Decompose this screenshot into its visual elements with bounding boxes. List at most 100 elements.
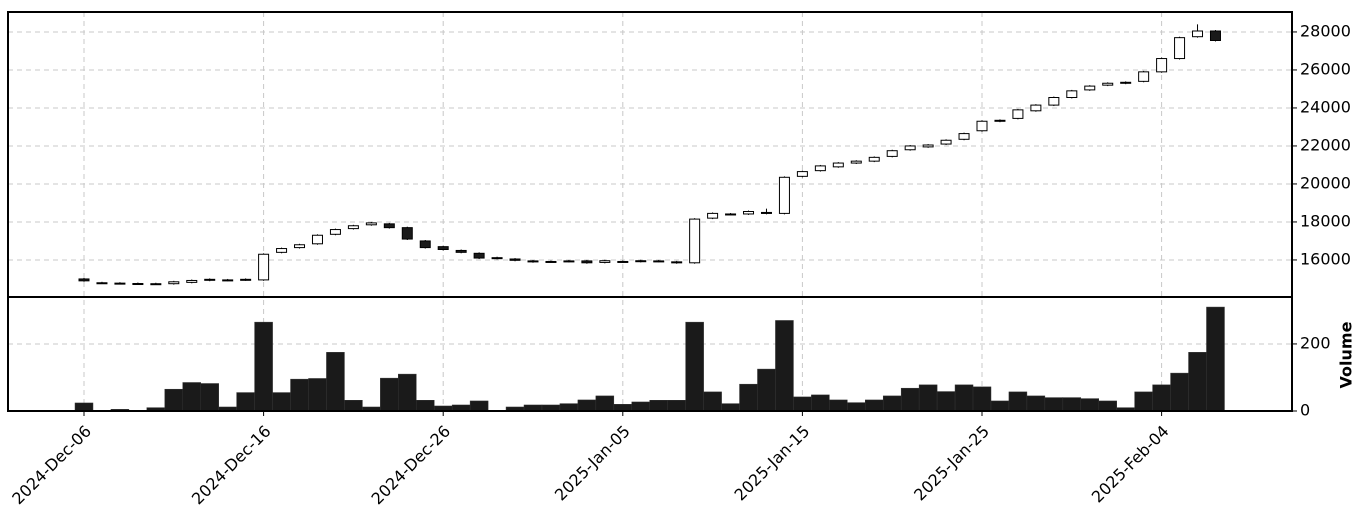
candle-body bbox=[940, 139, 952, 145]
candle-body bbox=[599, 260, 611, 263]
candle-body bbox=[976, 120, 988, 132]
candle-body bbox=[276, 248, 288, 253]
volume-bar bbox=[398, 373, 417, 412]
volume-bar bbox=[667, 400, 686, 412]
candle-body bbox=[994, 119, 1006, 122]
volume-bar bbox=[811, 394, 830, 412]
grid bbox=[8, 12, 1292, 412]
candle-body bbox=[132, 283, 144, 286]
candle-body bbox=[78, 278, 90, 282]
volume-bar bbox=[164, 388, 184, 412]
candle-body bbox=[258, 253, 270, 281]
candle-body bbox=[1066, 90, 1078, 98]
candle-body bbox=[725, 213, 737, 216]
candle-body bbox=[922, 144, 934, 148]
candle-body bbox=[707, 212, 719, 219]
volume-bar bbox=[595, 395, 615, 412]
volume-bar bbox=[308, 378, 327, 412]
volume-bar bbox=[990, 400, 1010, 412]
candle-body bbox=[491, 257, 503, 260]
candle-body bbox=[958, 133, 970, 140]
volume-bar bbox=[757, 368, 776, 412]
volume-bar bbox=[865, 399, 884, 412]
volume-bar bbox=[1062, 397, 1082, 412]
volume-bar bbox=[74, 402, 94, 412]
candle-body bbox=[743, 211, 755, 215]
volume-bar bbox=[739, 383, 758, 412]
candle-body bbox=[1138, 71, 1150, 82]
candle-body bbox=[204, 278, 216, 281]
candle-body bbox=[886, 150, 898, 157]
volume-bar bbox=[326, 352, 345, 412]
candle-body bbox=[222, 279, 234, 282]
volume-bar bbox=[1134, 391, 1153, 412]
candle-body bbox=[1156, 58, 1168, 73]
volume-bar bbox=[254, 321, 273, 412]
candle-body bbox=[617, 260, 629, 263]
candle-body bbox=[689, 218, 701, 264]
x-tick-label: 2025-Feb-04 bbox=[1088, 422, 1173, 507]
candle-body bbox=[653, 260, 665, 263]
volume-bar bbox=[775, 320, 794, 412]
candle-body bbox=[240, 278, 252, 281]
volume-bar bbox=[954, 384, 974, 412]
x-tick-label: 2025-Jan-05 bbox=[551, 422, 634, 505]
volume-bar bbox=[900, 387, 920, 412]
candle-body bbox=[114, 282, 126, 285]
volume-frame bbox=[7, 296, 1293, 412]
candle-body bbox=[1030, 104, 1042, 112]
x-tick-label: 2025-Jan-15 bbox=[731, 422, 814, 505]
candle-body bbox=[311, 234, 323, 245]
candle-body bbox=[455, 249, 467, 253]
volume-bar bbox=[882, 395, 902, 412]
volume-bar bbox=[631, 401, 650, 412]
volume-bar bbox=[847, 402, 866, 412]
volume-bar bbox=[793, 396, 812, 412]
x-tick-label: 2024-Dec-26 bbox=[368, 422, 455, 509]
volume-bar bbox=[613, 404, 633, 412]
candle-body bbox=[527, 260, 539, 263]
volume-bar bbox=[577, 399, 597, 412]
volume-bar bbox=[380, 377, 399, 412]
candle-body bbox=[1084, 85, 1096, 91]
candle-body bbox=[868, 156, 880, 162]
volume-bar bbox=[559, 403, 579, 412]
candle-body bbox=[904, 145, 916, 151]
candle-body bbox=[1012, 109, 1024, 119]
candle-body bbox=[635, 260, 647, 263]
volume-bar bbox=[1188, 352, 1207, 412]
candle-body bbox=[186, 279, 198, 283]
volume-bar bbox=[344, 400, 363, 412]
candle-body bbox=[401, 227, 413, 240]
candle-body bbox=[1209, 30, 1221, 41]
candle-body bbox=[832, 162, 844, 168]
volume-bar bbox=[1026, 395, 1046, 412]
candle-body bbox=[581, 260, 593, 264]
volume-bar bbox=[703, 391, 722, 412]
marks bbox=[74, 24, 1225, 412]
x-tick-label: 2024-Dec-16 bbox=[188, 422, 275, 509]
volume-bar bbox=[685, 321, 704, 412]
volume-bar bbox=[272, 392, 291, 412]
candle-body bbox=[796, 171, 808, 177]
candle-body bbox=[1192, 30, 1204, 38]
candle-body bbox=[96, 282, 108, 285]
volume-bar bbox=[469, 400, 489, 412]
y-tick-label: 22000 bbox=[1300, 135, 1351, 154]
volume-bar bbox=[200, 383, 219, 412]
candle-body bbox=[329, 229, 341, 235]
candle-body bbox=[545, 260, 557, 263]
y-tick-label: 20000 bbox=[1300, 173, 1351, 192]
candle-body bbox=[419, 240, 431, 249]
volume-bar bbox=[972, 386, 992, 412]
volume-bar bbox=[918, 384, 938, 412]
candle-body bbox=[850, 160, 862, 164]
volume-bar bbox=[1008, 391, 1028, 412]
candle-body bbox=[760, 211, 772, 214]
volume-bar bbox=[1206, 306, 1225, 412]
volume-bar bbox=[1080, 398, 1099, 412]
candle-body bbox=[778, 176, 790, 214]
y-tick-label: 18000 bbox=[1300, 211, 1351, 230]
volume-bar bbox=[721, 403, 740, 412]
candle-body bbox=[365, 222, 377, 226]
